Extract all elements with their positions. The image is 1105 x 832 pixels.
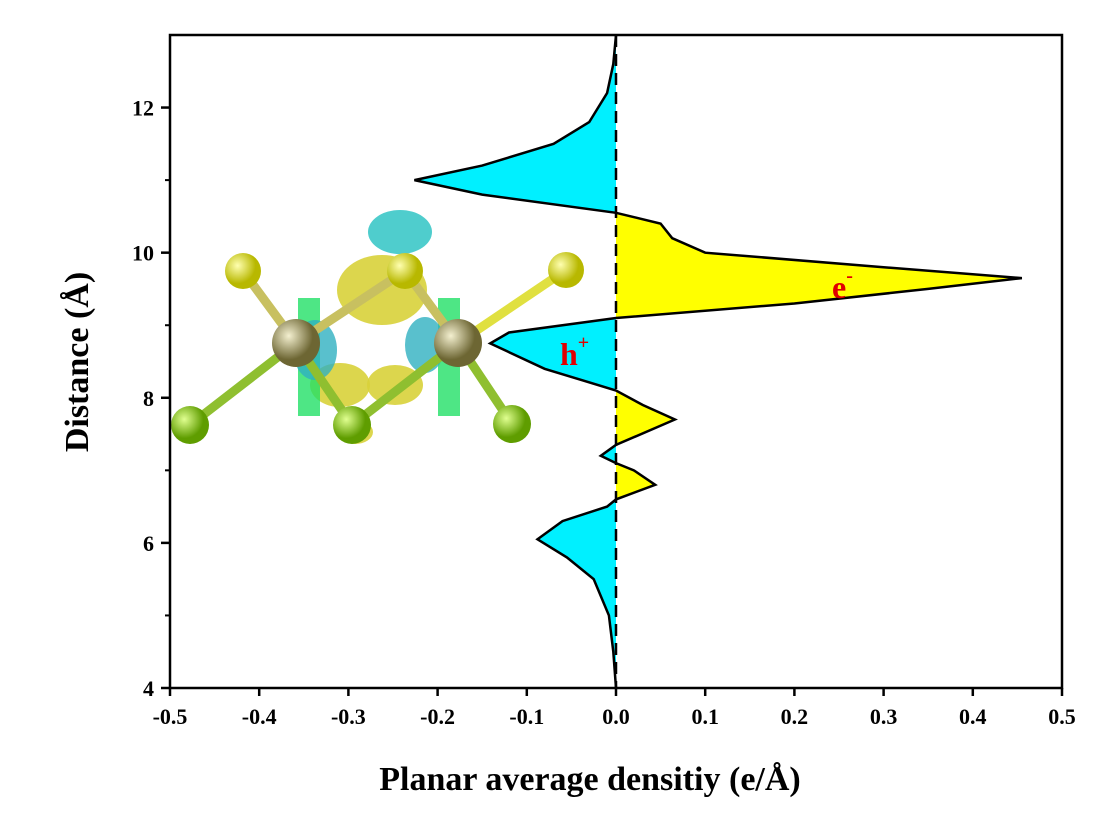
- x-tick-label: 0.1: [691, 704, 719, 729]
- annotation-text: h: [560, 336, 578, 372]
- y-tick-label: 10: [132, 241, 154, 266]
- x-axis-title: Planar average densitiy (e/Å): [379, 761, 800, 798]
- positive-area: [616, 35, 1022, 688]
- y-tick-label: 6: [143, 531, 154, 556]
- x-tick-label: 0.0: [602, 704, 630, 729]
- x-tick-label: -0.1: [509, 704, 544, 729]
- negative-area: [414, 35, 616, 688]
- annotation-text: e: [832, 269, 846, 305]
- annotation: e-: [832, 265, 853, 305]
- y-tick-label: 12: [132, 96, 154, 121]
- plot-area: [414, 34, 1023, 689]
- x-tick-label: -0.5: [153, 704, 188, 729]
- x-tick-label: -0.4: [242, 704, 277, 729]
- annotation-superscript: +: [578, 332, 589, 354]
- x-tick-label: 0.3: [870, 704, 898, 729]
- structure-illustration: [171, 210, 584, 444]
- y-axis-title: Distance (Å): [59, 272, 96, 452]
- x-tick-label: 0.5: [1048, 704, 1076, 729]
- x-tick-label: 0.2: [781, 704, 809, 729]
- density-line: [414, 34, 1023, 689]
- annotation: h+: [560, 332, 589, 372]
- x-tick-label: 0.4: [959, 704, 987, 729]
- annotation-superscript: -: [846, 265, 853, 287]
- x-tick-label: -0.2: [420, 704, 455, 729]
- y-tick-label: 8: [143, 386, 154, 411]
- x-tick-label: -0.3: [331, 704, 366, 729]
- y-tick-label: 4: [143, 676, 154, 701]
